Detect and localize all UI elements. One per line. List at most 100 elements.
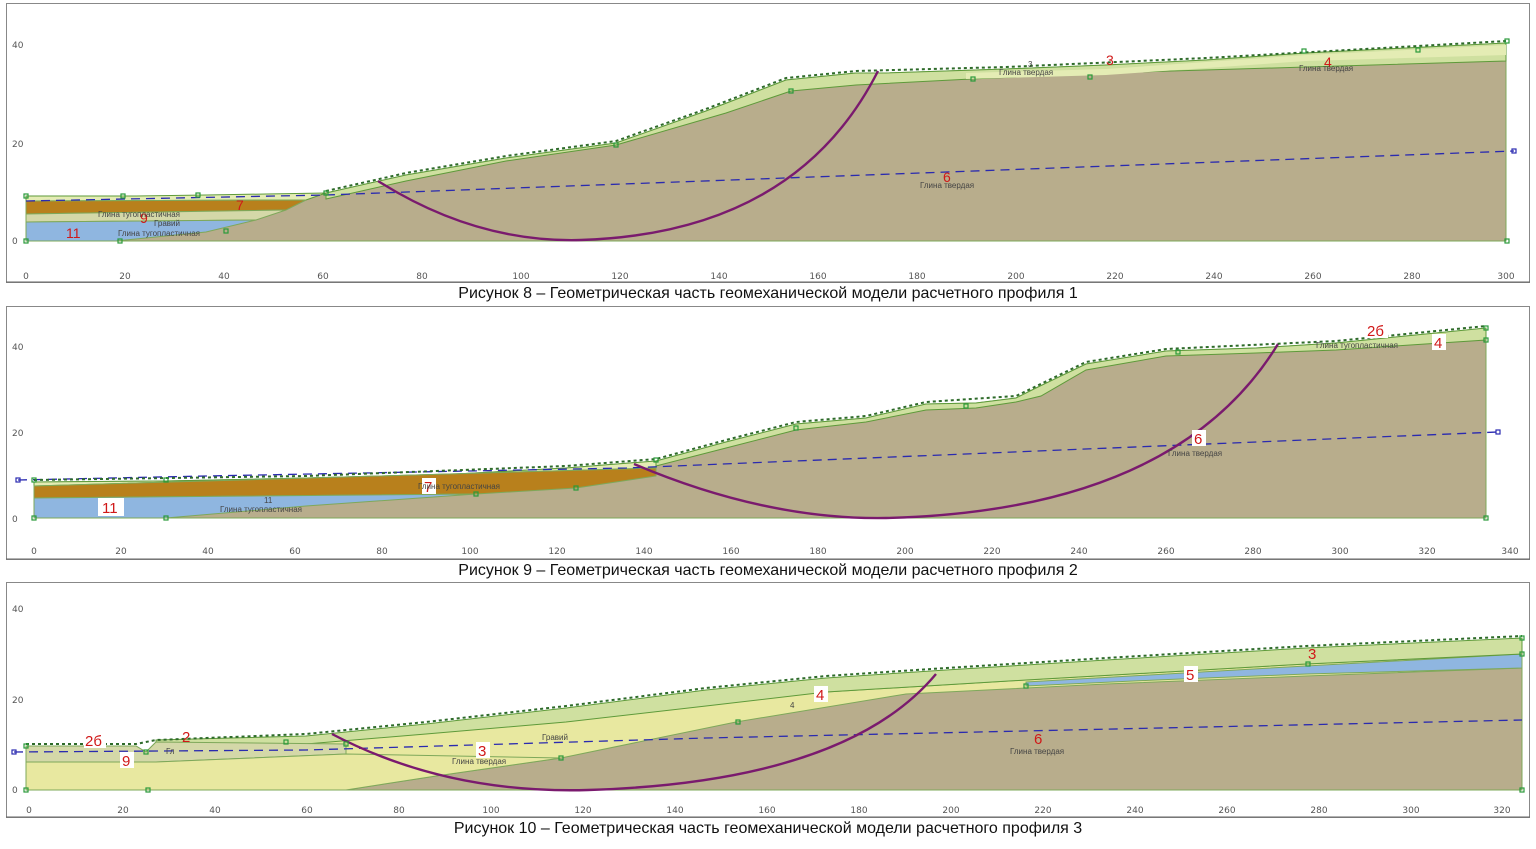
- region-numbers: 3 4 6 7 9 11: [66, 52, 1332, 241]
- x-tick: 100: [512, 272, 529, 282]
- label-bg: [120, 752, 134, 768]
- x-tick: 220: [983, 547, 1000, 557]
- figure-9-caption: Рисунок 9 – Геометрическая часть геомеха…: [458, 562, 1078, 579]
- y-axis-ticks: 0 20 40: [12, 605, 24, 796]
- region-number: 5: [1186, 667, 1194, 684]
- layer-surface-green: [155, 637, 1523, 751]
- slip-surface-curve: [331, 673, 937, 792]
- x-tick: 180: [809, 547, 826, 557]
- layer-blue: [33, 493, 477, 519]
- y-tick-2: 40: [12, 605, 24, 615]
- region-number: 4: [1324, 54, 1332, 70]
- x-tick: 20: [115, 547, 127, 557]
- x-tick: 200: [896, 547, 913, 557]
- y-tick-2: 40: [12, 41, 24, 51]
- label-bg: [1192, 430, 1206, 446]
- x-tick: 120: [611, 272, 628, 282]
- soil-label: Глина твердая: [1168, 449, 1222, 458]
- x-axis-ticks: 0 20 40 60 80 100 120 140 160 180 200 22…: [26, 806, 1511, 816]
- x-tick: 140: [666, 806, 683, 816]
- soil-labels: Глина тугопластичная Глина тугопластична…: [220, 341, 1398, 514]
- x-tick: 40: [218, 272, 230, 282]
- region-number: 2: [182, 729, 190, 746]
- x-tick: 300: [1497, 272, 1514, 282]
- label-bg: [422, 478, 436, 494]
- figure-10-panel: 0 20 40 0 20 40 60 80 100 120 140 160 18…: [6, 582, 1530, 818]
- figure-8-panel: 0 20 40 0 20 40 60 80 100 120 140 160 18…: [6, 3, 1530, 283]
- soil-label: Гравий: [542, 733, 568, 742]
- soil-label: Глина твердая: [1010, 747, 1064, 756]
- y-tick-0: 0: [12, 515, 18, 525]
- x-axis-ticks: 0 20 40 60 80 100 120 140 160 180 200 22…: [23, 272, 1515, 282]
- layer-blue: [25, 219, 257, 242]
- y-tick-1: 20: [12, 429, 24, 439]
- surface-hatch: [325, 40, 1507, 192]
- region-number: 4: [1434, 335, 1442, 352]
- soil-label: Глина тугопластичная: [1316, 341, 1398, 350]
- region-number: 11: [102, 500, 118, 517]
- x-tick: 80: [393, 806, 405, 816]
- x-tick: 140: [710, 272, 727, 282]
- x-tick: 300: [1331, 547, 1348, 557]
- x-tick: 260: [1218, 806, 1235, 816]
- x-tick: 320: [1418, 547, 1435, 557]
- label-bg: [814, 686, 828, 702]
- soil-label: Глина тугопластичная: [118, 229, 200, 238]
- y-tick-0: 0: [12, 237, 18, 247]
- y-tick-1: 20: [12, 140, 24, 150]
- mesh-nodes: [15, 325, 1501, 521]
- x-tick: 120: [574, 806, 591, 816]
- x-tick: 200: [942, 806, 959, 816]
- y-axis-ticks: 0 20 40: [12, 343, 24, 525]
- x-tick: 120: [548, 547, 565, 557]
- figure-8-diagram: 0 20 40 0 20 40 60 80 100 120 140 160 18…: [6, 3, 1530, 283]
- x-tick: 180: [850, 806, 867, 816]
- y-tick-0: 0: [12, 786, 18, 796]
- region-number: 6: [1194, 431, 1202, 448]
- y-tick-1: 20: [12, 696, 24, 706]
- y-tick-2: 40: [12, 343, 24, 353]
- soil-label: Глина твердая: [1299, 64, 1353, 73]
- figure-9-diagram: 0 20 40 0 20 40 60 80 100 120 140 160 18…: [6, 306, 1530, 560]
- x-tick: 0: [31, 547, 37, 557]
- region-number: 3: [1308, 646, 1316, 663]
- region-number: 6: [943, 169, 951, 185]
- region-number: 7: [424, 479, 432, 496]
- x-tick: 60: [317, 272, 329, 282]
- label-bg: [1184, 666, 1198, 682]
- tiny-label: 4: [790, 701, 795, 710]
- figure-10-caption: Рисунок 10 – Геометрическая часть геомех…: [453, 820, 1083, 837]
- label-bg: [1366, 322, 1388, 338]
- figure-8-caption: Рисунок 8 – Геометрическая часть геомеха…: [458, 285, 1078, 302]
- x-tick: 20: [119, 272, 131, 282]
- region-number: 7: [236, 197, 244, 213]
- layer-surface-green: [655, 327, 1487, 467]
- region-number: 4: [816, 687, 824, 704]
- slip-surface-curve: [377, 70, 880, 242]
- water-table-line: [13, 719, 1523, 753]
- region-number: 3: [1106, 52, 1114, 68]
- mesh-nodes: [11, 635, 1525, 793]
- figure-10-diagram: 0 20 40 0 20 40 60 80 100 120 140 160 18…: [6, 582, 1530, 818]
- region-number: 2б: [85, 733, 102, 750]
- layer-surface-light: [966, 45, 1506, 79]
- surface-hatch: [33, 325, 1487, 481]
- x-tick: 160: [809, 272, 826, 282]
- region-numbers: 2б 2 9 3 4 5 3 6: [84, 646, 1316, 770]
- x-tick: 300: [1402, 806, 1419, 816]
- mesh-nodes: [23, 38, 1517, 244]
- tiny-label: 11: [264, 496, 273, 505]
- x-tick: 240: [1070, 547, 1087, 557]
- x-tick: 220: [1106, 272, 1123, 282]
- tiny-label: Гл: [166, 747, 175, 756]
- region-number: 2б: [1367, 323, 1384, 340]
- region-number: 6: [1034, 731, 1042, 748]
- x-tick: 40: [209, 806, 221, 816]
- x-tick: 280: [1310, 806, 1327, 816]
- region-number: 9: [140, 210, 148, 226]
- x-tick: 320: [1493, 806, 1510, 816]
- x-tick: 0: [23, 272, 29, 282]
- y-axis-ticks: 0 20 40: [12, 41, 24, 247]
- x-tick: 0: [26, 806, 32, 816]
- x-tick: 40: [202, 547, 214, 557]
